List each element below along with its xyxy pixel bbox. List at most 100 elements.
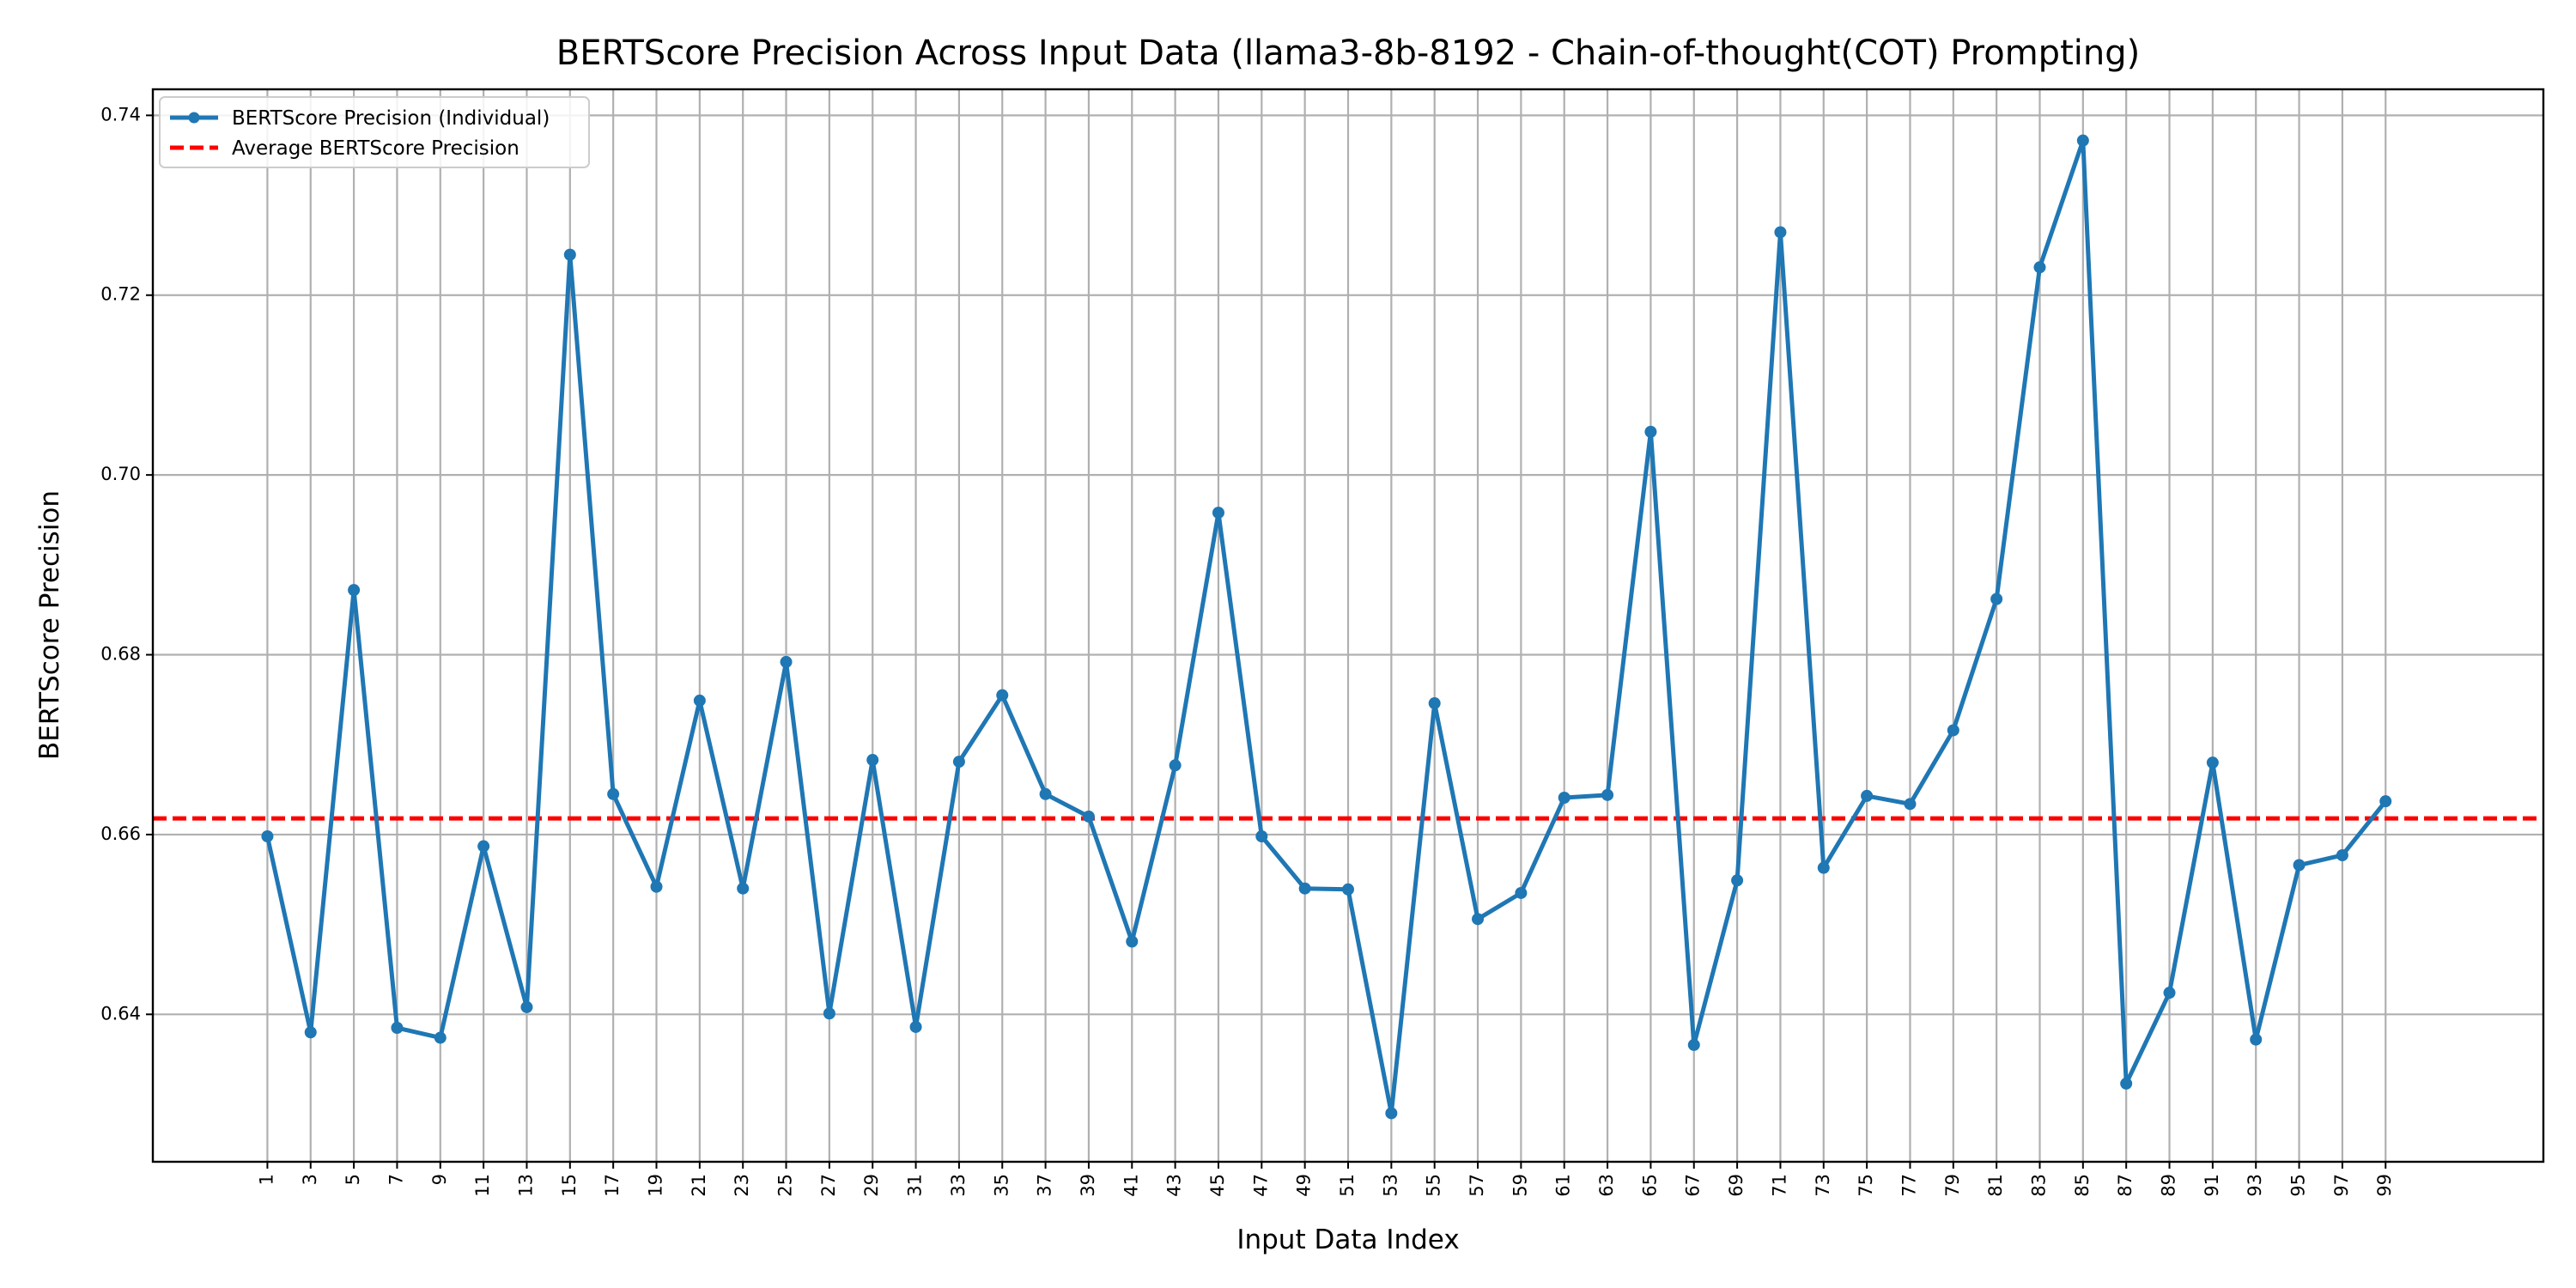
x-tick-label: 81 xyxy=(1985,1174,2006,1197)
x-axis-label: Input Data Index xyxy=(1236,1224,1459,1255)
data-point xyxy=(2379,795,2392,808)
legend-label-individual: BERTScore Precision (Individual) xyxy=(232,107,550,130)
y-tick-label: 0.72 xyxy=(100,284,141,305)
legend-marker-individual xyxy=(188,112,200,124)
data-point xyxy=(348,584,361,597)
x-tick-label: 43 xyxy=(1164,1174,1185,1197)
x-tick-label: 21 xyxy=(689,1174,709,1197)
x-tick-label: 95 xyxy=(2288,1174,2309,1197)
y-tick-label: 0.68 xyxy=(100,644,141,665)
x-tick-label: 7 xyxy=(386,1174,406,1185)
x-tick-label: 73 xyxy=(1813,1174,1833,1197)
data-point xyxy=(1817,861,1830,874)
data-point xyxy=(2293,859,2306,872)
x-tick-label: 71 xyxy=(1769,1174,1789,1197)
data-point xyxy=(1990,592,2003,605)
data-point xyxy=(909,1020,922,1033)
x-tick-label: 65 xyxy=(1639,1174,1660,1197)
data-point xyxy=(2120,1077,2133,1090)
x-tick-label: 87 xyxy=(2115,1174,2136,1197)
data-point xyxy=(1644,425,1657,438)
legend-box xyxy=(159,96,590,168)
x-tick-label: 3 xyxy=(300,1174,320,1185)
data-point xyxy=(1428,697,1441,710)
data-point xyxy=(1298,882,1311,895)
x-tick-label: 25 xyxy=(775,1174,796,1197)
x-tick-label: 15 xyxy=(559,1174,580,1197)
x-tick-label: 9 xyxy=(429,1174,450,1185)
x-tick-label: 47 xyxy=(1250,1174,1271,1197)
x-tick-label: 91 xyxy=(2202,1174,2222,1197)
data-point xyxy=(1515,886,1528,899)
series-layer xyxy=(261,134,2392,1120)
data-point xyxy=(1385,1107,1398,1120)
data-point xyxy=(1212,507,1224,519)
y-axis-label: BERTScore Precision xyxy=(34,490,65,760)
x-tick-label: 31 xyxy=(905,1174,926,1197)
data-point xyxy=(1904,798,1917,811)
x-tick-label: 41 xyxy=(1121,1174,1141,1197)
grid xyxy=(153,89,2543,1162)
x-tick-label: 11 xyxy=(472,1174,493,1197)
x-tick-label: 83 xyxy=(2028,1174,2049,1197)
data-point xyxy=(2163,987,2176,999)
data-point xyxy=(1126,935,1139,948)
x-tick-label: 67 xyxy=(1683,1174,1704,1197)
data-point xyxy=(1774,226,1787,239)
x-tick-label: 51 xyxy=(1337,1174,1358,1197)
data-point xyxy=(304,1026,317,1039)
data-point xyxy=(2206,756,2219,769)
data-point xyxy=(1342,883,1354,896)
x-tick-label: 85 xyxy=(2072,1174,2093,1197)
data-point xyxy=(1082,810,1095,823)
data-point xyxy=(391,1022,404,1035)
data-point xyxy=(650,880,663,893)
x-tick-label: 89 xyxy=(2159,1174,2179,1197)
x-tick-label: 19 xyxy=(646,1174,666,1197)
x-tick-label: 63 xyxy=(1596,1174,1617,1197)
x-tick-label: 75 xyxy=(1856,1174,1876,1197)
x-tick-label: 55 xyxy=(1424,1174,1444,1197)
x-tick-label: 57 xyxy=(1467,1174,1487,1197)
x-tick-label: 69 xyxy=(1726,1174,1747,1197)
data-point xyxy=(563,248,576,261)
data-point xyxy=(607,787,620,800)
data-point xyxy=(1861,789,1874,802)
data-point xyxy=(2076,134,2089,147)
x-tick-label: 35 xyxy=(991,1174,1012,1197)
data-point xyxy=(2033,261,2046,274)
data-point xyxy=(952,756,965,769)
x-tick-label: 49 xyxy=(1294,1174,1315,1197)
data-point xyxy=(1472,913,1485,926)
y-axis: 0.64 0.66 0.68 0.70 0.72 0.74 xyxy=(100,104,153,1024)
x-tick-label: 77 xyxy=(1899,1174,1919,1197)
data-point xyxy=(823,1007,835,1020)
x-tick-label: 99 xyxy=(2374,1174,2395,1197)
x-tick-label: 5 xyxy=(343,1174,363,1185)
x-tick-label: 17 xyxy=(602,1174,623,1197)
x-tick-label: 45 xyxy=(1207,1174,1228,1197)
x-tick-label: 53 xyxy=(1380,1174,1400,1197)
x-tick-label: 23 xyxy=(732,1174,752,1197)
x-tick-label: 59 xyxy=(1510,1174,1530,1197)
series-line-individual xyxy=(264,138,2388,1115)
data-point xyxy=(520,1000,533,1013)
data-point xyxy=(866,754,879,767)
x-tick-label: 27 xyxy=(818,1174,839,1197)
data-point xyxy=(1169,759,1182,772)
data-point xyxy=(737,882,750,895)
data-point xyxy=(1039,787,1052,800)
x-tick-label: 79 xyxy=(1942,1174,1963,1197)
data-point xyxy=(693,694,706,707)
data-point xyxy=(996,689,1009,702)
data-point xyxy=(434,1031,447,1044)
y-tick-label: 0.70 xyxy=(100,464,141,484)
x-tick-label: 37 xyxy=(1035,1174,1055,1197)
y-tick-label: 0.66 xyxy=(100,823,141,844)
x-tick-label: 1 xyxy=(256,1174,276,1185)
data-point xyxy=(780,655,793,668)
x-tick-label: 39 xyxy=(1078,1174,1098,1197)
x-tick-label: 61 xyxy=(1553,1174,1574,1197)
